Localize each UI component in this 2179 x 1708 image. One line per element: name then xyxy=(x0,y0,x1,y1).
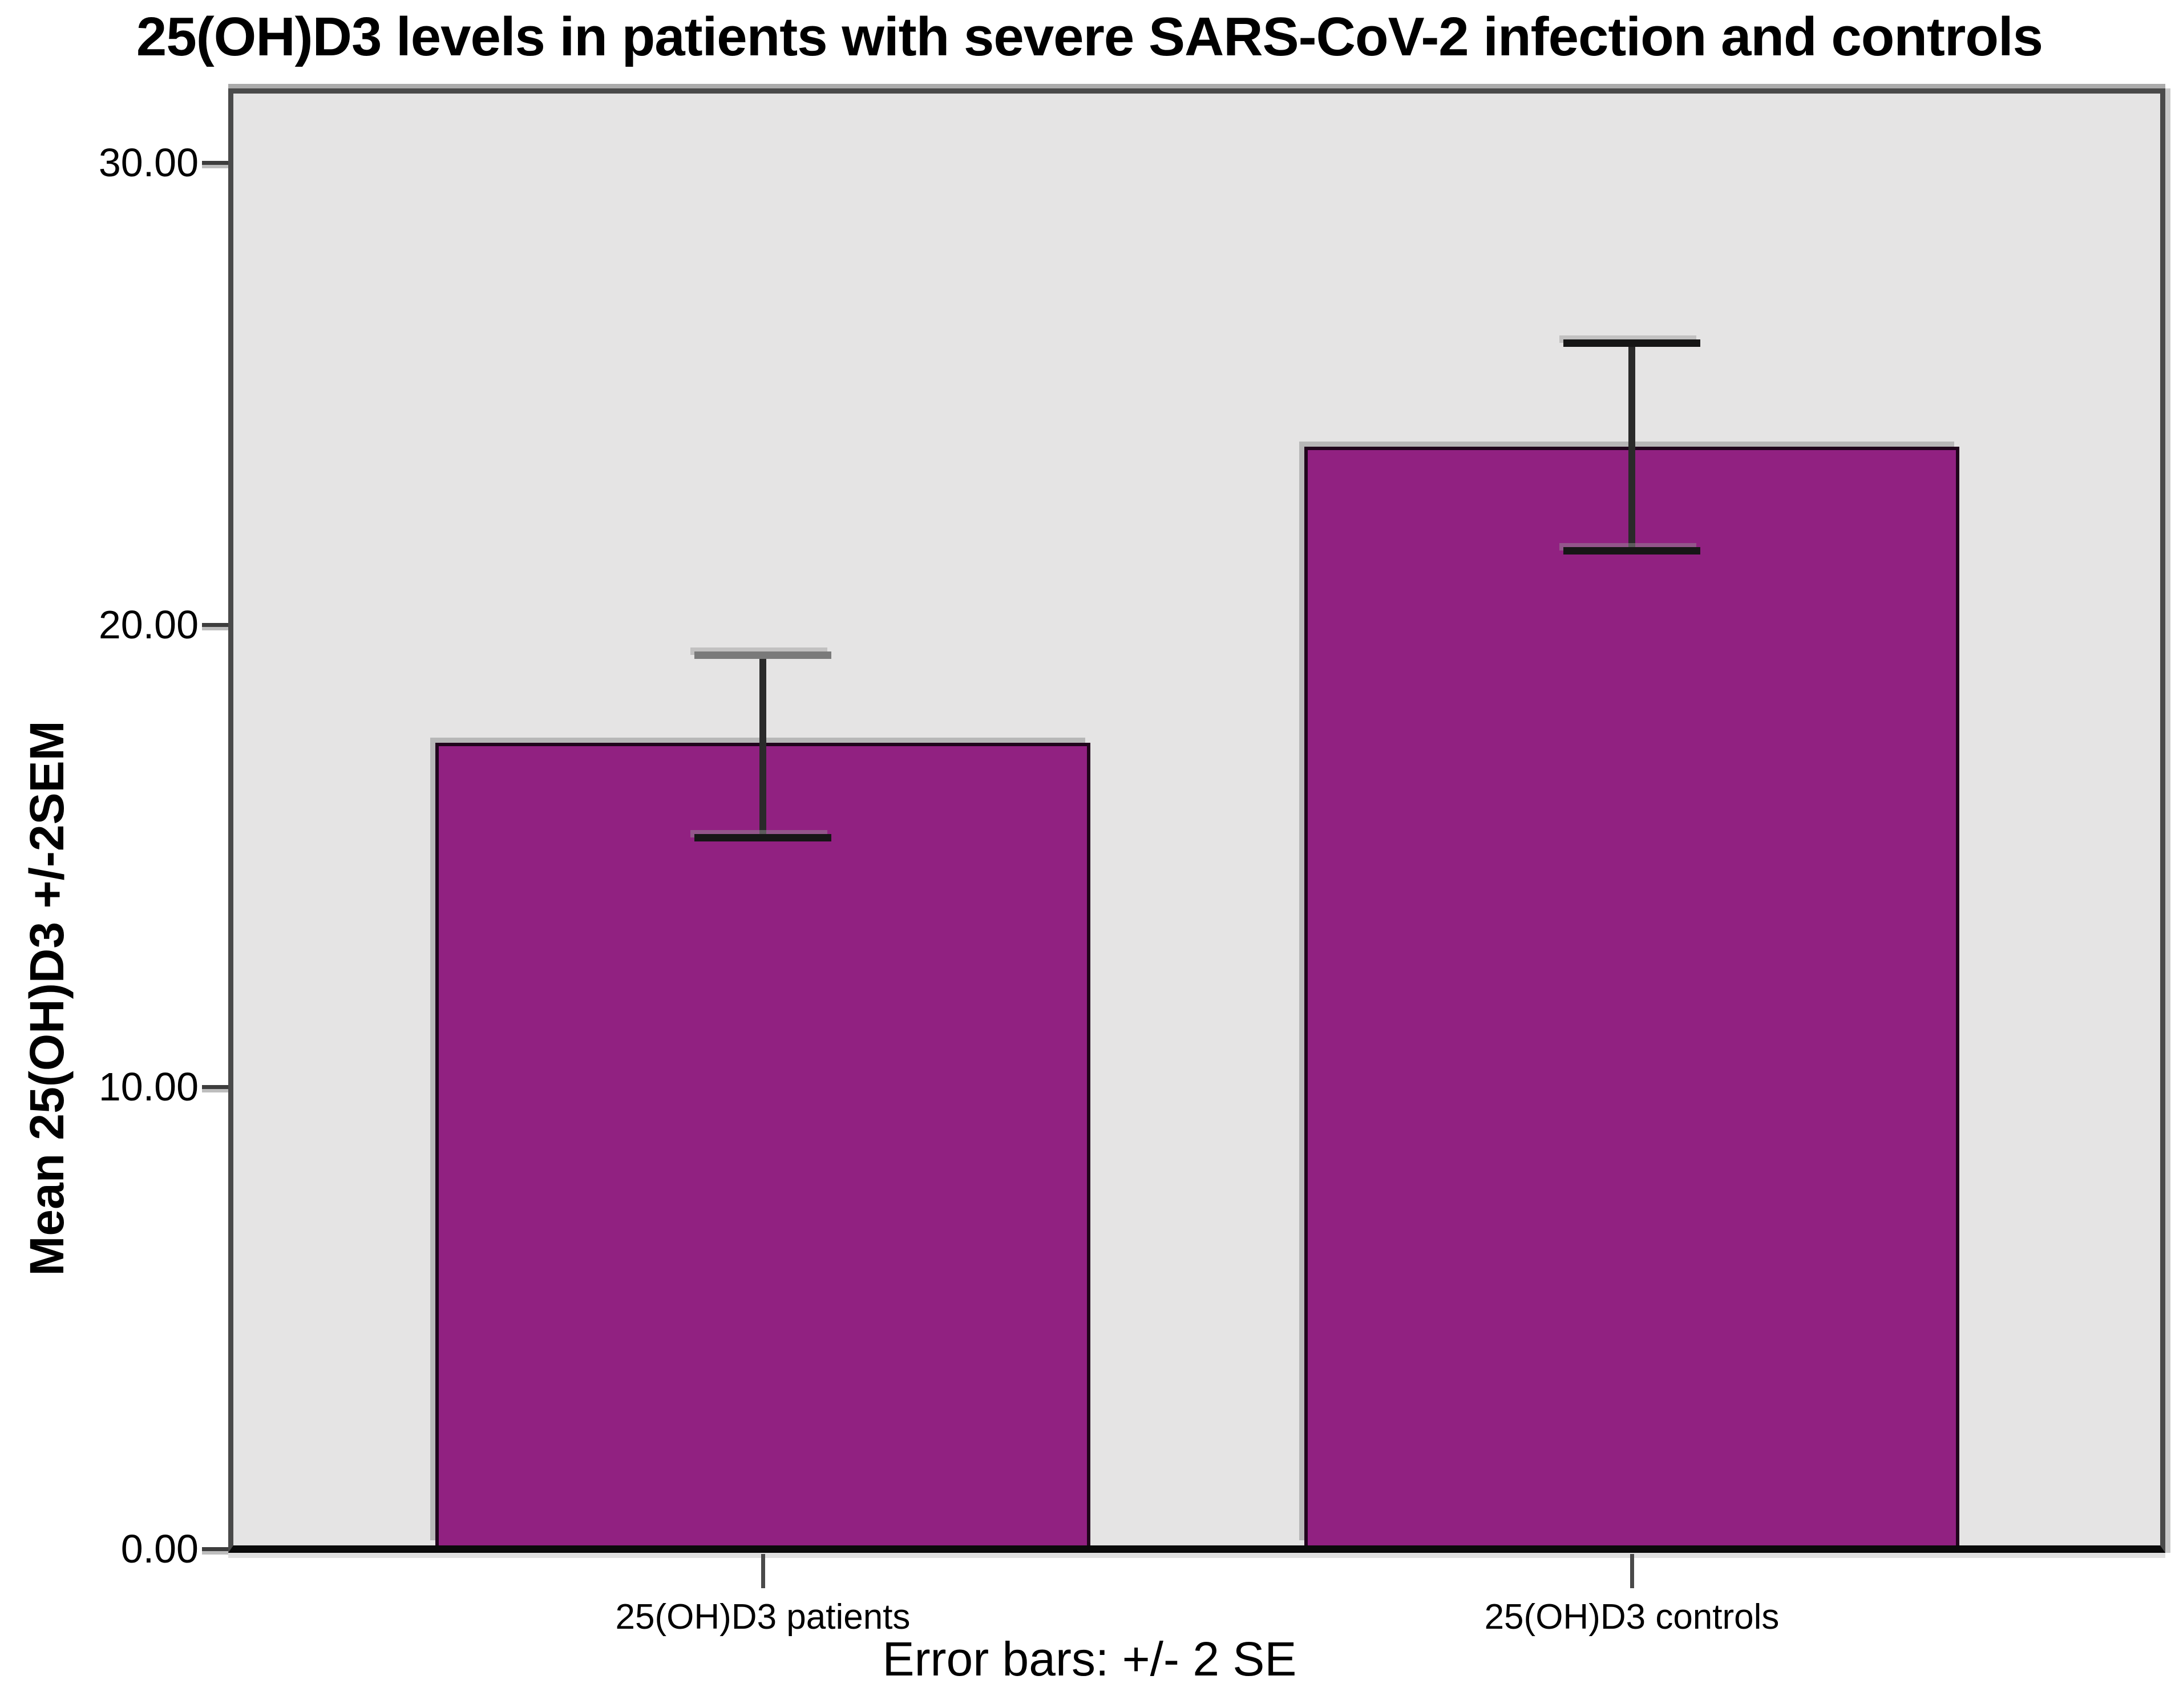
error-bar-line xyxy=(759,655,766,837)
y-tick xyxy=(202,161,228,165)
x-category-label: 25(OH)D3 patients xyxy=(615,1597,911,1637)
chart-title: 25(OH)D3 levels in patients with severe … xyxy=(136,6,2043,67)
x-category-label: 25(OH)D3 controls xyxy=(1484,1597,1780,1637)
y-tick-label: 10.00 xyxy=(98,1065,199,1109)
y-tick-label: 0.00 xyxy=(120,1527,199,1571)
y-tick-label: 20.00 xyxy=(98,602,199,647)
y-tick xyxy=(202,1547,228,1551)
y-tick-label: 30.00 xyxy=(98,140,199,185)
error-bars-caption: Error bars: +/- 2 SE xyxy=(882,1632,1297,1686)
bar-patients xyxy=(435,743,1090,1545)
error-bar-cap-bottom xyxy=(1563,547,1700,555)
x-tick xyxy=(761,1554,765,1588)
bar-controls xyxy=(1304,447,1959,1545)
error-bar-cap-top xyxy=(694,651,831,659)
error-bar-line xyxy=(1628,343,1635,551)
x-tick xyxy=(1630,1554,1634,1588)
error-bar-cap-bottom xyxy=(694,834,831,841)
y-tick xyxy=(202,623,228,627)
error-bar-cap-top xyxy=(1563,339,1700,347)
y-tick xyxy=(202,1085,228,1089)
